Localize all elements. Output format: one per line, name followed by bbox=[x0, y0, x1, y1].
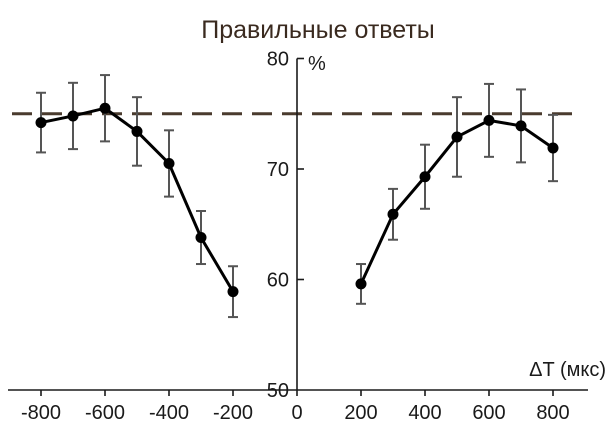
data-point bbox=[227, 286, 239, 298]
data-point bbox=[419, 171, 431, 183]
x-tick-label: -400 bbox=[149, 402, 189, 424]
data-point bbox=[547, 142, 559, 154]
data-point bbox=[451, 131, 463, 143]
y-axis-unit: % bbox=[308, 53, 326, 75]
x-tick-label: 600 bbox=[472, 402, 505, 424]
data-point bbox=[131, 125, 143, 137]
y-tick-label: 80 bbox=[267, 49, 289, 71]
x-tick-label: 0 bbox=[291, 402, 302, 424]
data-point bbox=[195, 232, 207, 244]
x-tick-label: 400 bbox=[408, 402, 441, 424]
data-point bbox=[355, 278, 367, 290]
data-point bbox=[35, 117, 47, 129]
x-tick-label: -800 bbox=[21, 402, 61, 424]
series-2 bbox=[355, 82, 559, 305]
x-tick-label: -600 bbox=[85, 402, 125, 424]
x-tick-label: -200 bbox=[213, 402, 253, 424]
y-tick-label: 70 bbox=[267, 159, 289, 181]
data-point bbox=[67, 110, 79, 122]
y-tick-label: 50 bbox=[267, 380, 289, 402]
x-tick-label: 800 bbox=[536, 402, 569, 424]
data-point bbox=[483, 114, 495, 126]
data-point bbox=[99, 102, 111, 114]
x-tick-label: 200 bbox=[344, 402, 377, 424]
data-point bbox=[515, 120, 527, 132]
y-tick-label: 60 bbox=[267, 270, 289, 292]
x-axis-label: ΔT (мкс) bbox=[529, 359, 606, 381]
chart-title: Правильные ответы bbox=[201, 16, 435, 44]
axes bbox=[8, 58, 588, 391]
data-point bbox=[163, 157, 175, 169]
series-1 bbox=[35, 74, 239, 319]
data-point bbox=[387, 208, 399, 220]
tick-layer: -800 -600 -400 -200 0 200 400 600 800 50 60 70 80 bbox=[21, 49, 570, 425]
series-layer bbox=[35, 74, 559, 319]
